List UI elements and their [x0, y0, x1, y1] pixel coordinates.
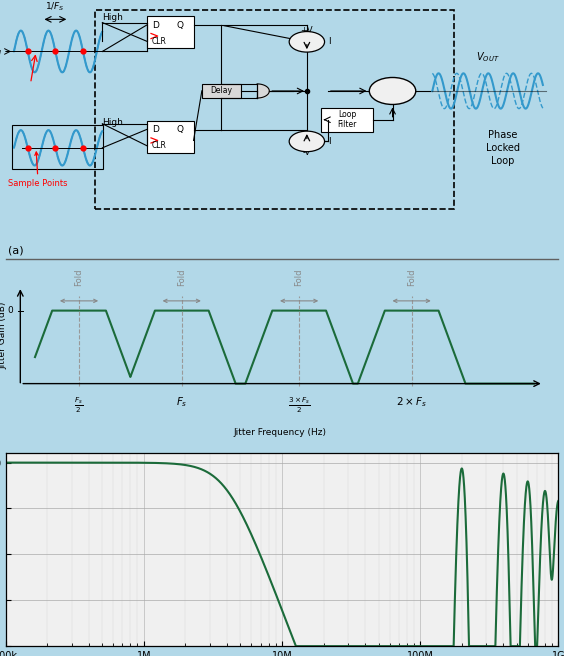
Text: Jitter Gain (dB): Jitter Gain (dB) — [0, 301, 8, 369]
Text: CLR: CLR — [152, 141, 167, 150]
Text: +V: +V — [301, 26, 313, 35]
Text: Loop
Filter: Loop Filter — [337, 110, 356, 129]
Text: CLR: CLR — [152, 37, 167, 46]
Text: D: D — [152, 125, 159, 134]
Text: $\frac{3\times F_s}{2}$: $\frac{3\times F_s}{2}$ — [288, 396, 310, 415]
Text: Delay: Delay — [210, 87, 232, 95]
FancyBboxPatch shape — [321, 108, 373, 132]
Text: Sample Points: Sample Points — [8, 152, 68, 188]
Text: (a): (a) — [8, 245, 24, 255]
FancyBboxPatch shape — [147, 121, 193, 153]
Text: High: High — [103, 117, 124, 127]
Text: I: I — [328, 137, 331, 146]
Text: $\frac{F_s}{2}$: $\frac{F_s}{2}$ — [74, 396, 83, 415]
Text: $F_s$: $F_s$ — [176, 396, 187, 409]
Text: D: D — [152, 20, 159, 30]
Text: $2\times F_s$: $2\times F_s$ — [396, 396, 427, 409]
Text: Q: Q — [177, 20, 184, 30]
Text: I: I — [328, 37, 331, 47]
Text: $V_{OUT}$: $V_{OUT}$ — [476, 50, 499, 64]
Text: 0: 0 — [7, 306, 13, 315]
Text: Fold: Fold — [74, 269, 83, 286]
Text: Q: Q — [177, 125, 184, 134]
Circle shape — [369, 77, 416, 104]
Circle shape — [289, 131, 324, 152]
FancyBboxPatch shape — [147, 16, 193, 49]
Text: High: High — [103, 13, 124, 22]
Text: -V: -V — [303, 148, 311, 157]
Text: Fold: Fold — [294, 269, 303, 286]
FancyBboxPatch shape — [202, 83, 241, 98]
Text: Jitter Frequency (Hz): Jitter Frequency (Hz) — [233, 428, 326, 437]
Text: VCO: VCO — [382, 87, 403, 96]
Text: $1/F_S$: $1/F_S$ — [46, 1, 65, 13]
Text: Fold: Fold — [177, 269, 186, 286]
Text: Fold: Fold — [407, 269, 416, 286]
Text: Phase
Locked
Loop: Phase Locked Loop — [486, 130, 520, 166]
Text: $V_{IN}$: $V_{IN}$ — [0, 45, 3, 58]
Circle shape — [289, 31, 324, 52]
